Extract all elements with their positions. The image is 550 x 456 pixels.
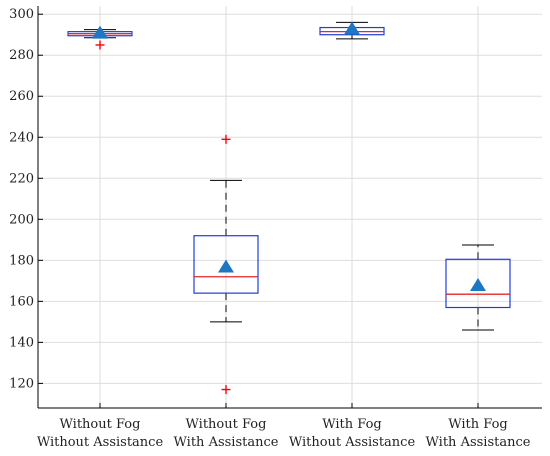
box-group	[319, 21, 385, 40]
boxes-layer	[67, 21, 511, 395]
x-category-label-line1: With Fog	[322, 417, 381, 432]
x-category-label-line2: With Assistance	[174, 435, 279, 450]
y-tick-label: 260	[9, 89, 34, 104]
axes	[37, 6, 542, 409]
box-group	[445, 244, 511, 331]
x-category-label-line2: Without Assistance	[289, 435, 416, 450]
y-tick-label: 180	[9, 253, 34, 268]
y-tick-label: 220	[9, 171, 34, 186]
mean-marker	[344, 21, 360, 35]
box-group	[193, 134, 259, 395]
mean-marker	[470, 277, 486, 291]
y-tick-label: 140	[9, 335, 34, 350]
outlier-marker	[221, 134, 231, 144]
outlier-marker	[221, 385, 231, 395]
x-category-label-line2: With Assistance	[426, 435, 531, 450]
grid-lines	[38, 6, 542, 408]
iqr-box	[193, 235, 259, 294]
box-group	[67, 25, 133, 50]
y-tick-label: 240	[9, 130, 34, 145]
iqr-box	[445, 258, 511, 309]
y-tick-label: 200	[9, 212, 34, 227]
y-tick-label: 300	[9, 7, 34, 22]
y-tick-label: 120	[9, 376, 34, 391]
axis-labels: 120 140 160 180 200 220 240 260 280 300 Without Fo…	[9, 7, 531, 450]
x-category-label-line1: Without Fog	[60, 417, 141, 432]
y-tick-label: 280	[9, 48, 34, 63]
mean-marker	[92, 25, 108, 39]
x-category-label-line2: Without Assistance	[37, 435, 164, 450]
y-tick-label: 160	[9, 294, 34, 309]
mean-marker	[218, 259, 234, 273]
x-category-label-line1: Without Fog	[186, 417, 267, 432]
outlier-marker	[95, 40, 105, 50]
x-category-label-line1: With Fog	[448, 417, 507, 432]
